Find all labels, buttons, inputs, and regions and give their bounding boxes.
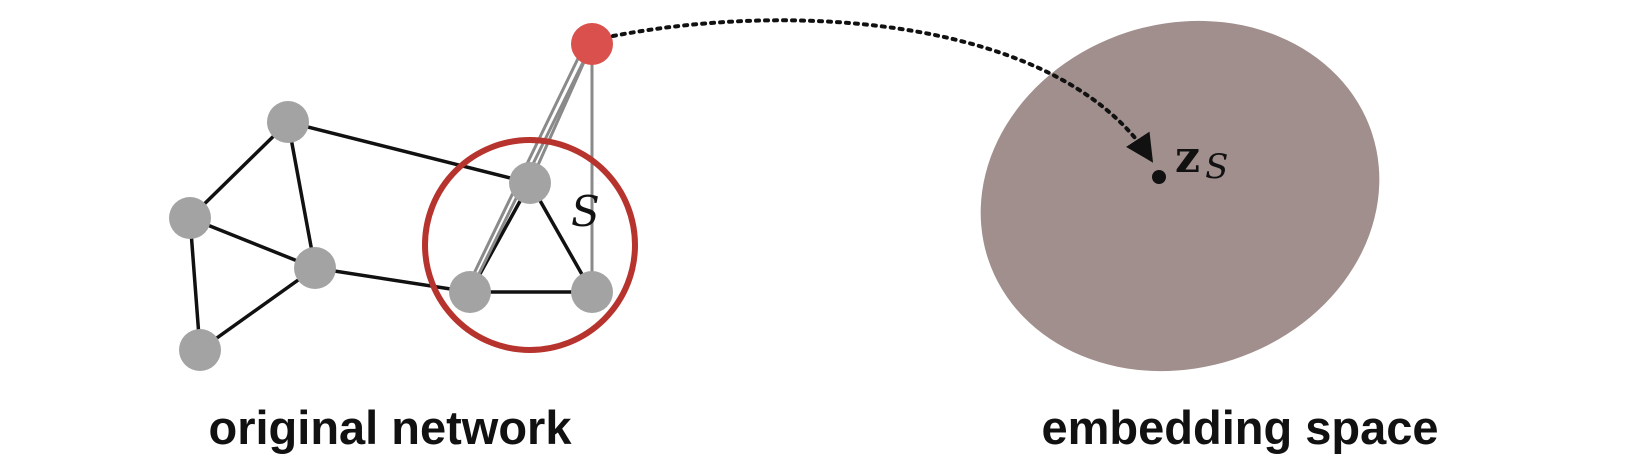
embedding-label-main: z — [1175, 132, 1200, 183]
node-2 — [169, 197, 211, 239]
right-caption: embedding space — [1041, 401, 1439, 454]
embedding-label-sub: S — [1205, 147, 1228, 187]
node-7 — [571, 271, 613, 313]
embedding-label: z S — [1175, 132, 1228, 187]
node-1 — [267, 101, 309, 143]
node-3 — [294, 247, 336, 289]
edge-2-3 — [188, 216, 317, 270]
left-caption: original network — [208, 401, 572, 454]
embedding-point — [1152, 170, 1166, 184]
edge-1-3 — [286, 120, 317, 270]
subgraph-circle — [422, 137, 638, 353]
edge-3-6 — [313, 266, 472, 294]
network-nodes — [169, 101, 613, 371]
node-5 — [509, 162, 551, 204]
edge-1-5 — [286, 120, 532, 185]
edge-4-3 — [198, 266, 317, 352]
virtual-node — [571, 23, 613, 65]
subgraph-label: S — [571, 187, 600, 236]
node-6 — [449, 271, 491, 313]
edge-2-1 — [188, 120, 290, 220]
embedding-arrow — [611, 18, 1154, 163]
edge-2-4 — [188, 216, 202, 352]
embedding-space-region — [980, 20, 1380, 372]
node-4 — [179, 329, 221, 371]
